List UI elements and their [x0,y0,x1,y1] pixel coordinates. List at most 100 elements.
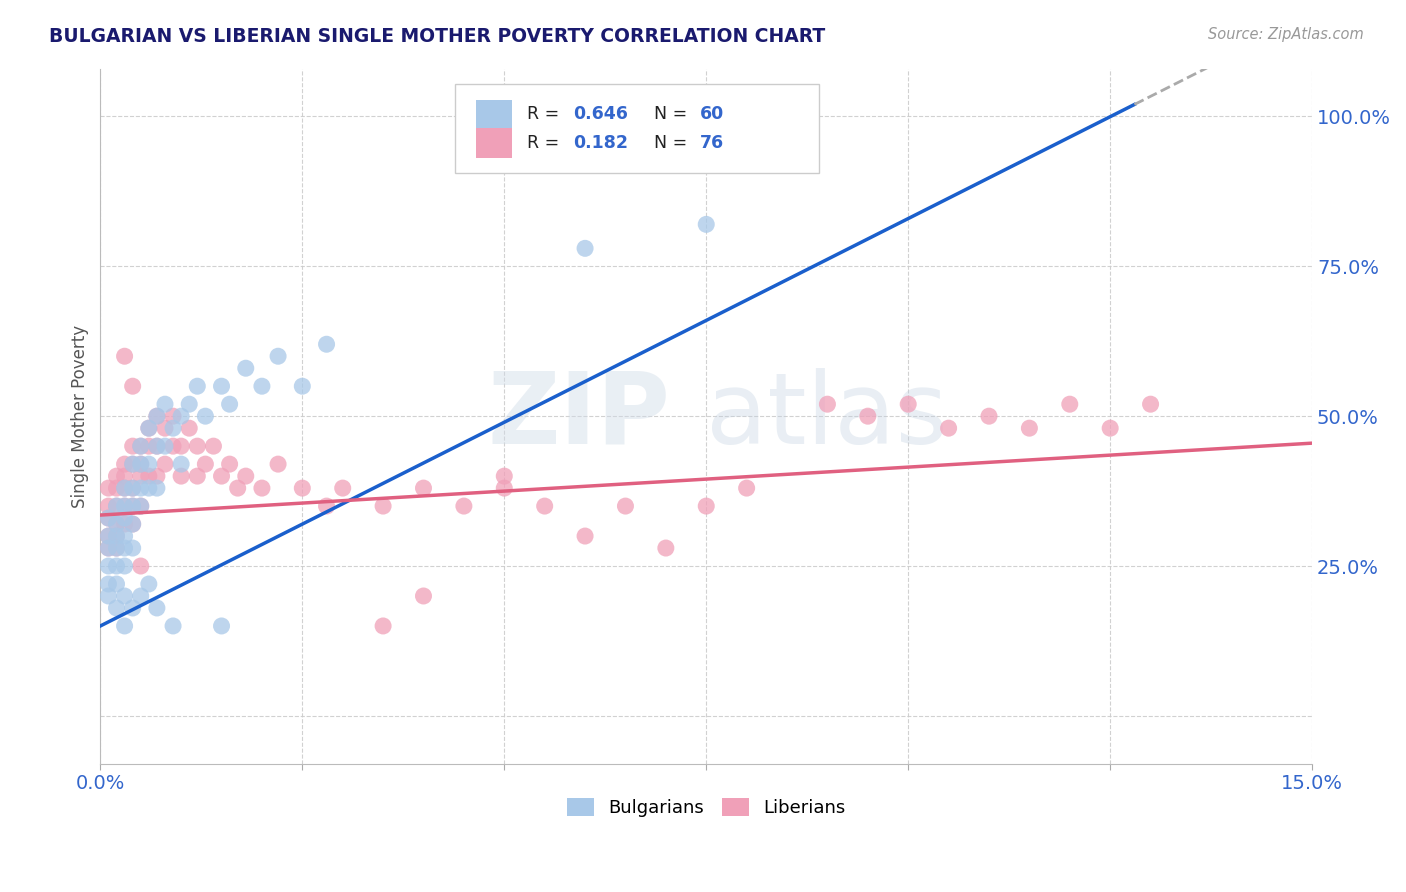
Text: ZIP: ZIP [486,368,669,465]
Point [97,511,120,525]
Point [412,481,434,495]
Point [114,619,136,633]
Point [114,457,136,471]
Point [371,619,394,633]
Point [179,397,201,411]
Point [574,529,596,543]
Point [105,481,128,495]
Point [105,541,128,555]
Point [153,457,176,471]
Point [146,409,169,424]
Point [129,439,152,453]
Point [129,559,152,574]
Text: R =: R = [527,134,565,152]
Point [371,499,394,513]
Point [121,481,143,495]
Point [105,469,128,483]
Point [97,541,120,555]
Point [938,421,960,435]
Point [291,379,314,393]
Point [121,517,143,532]
Text: Source: ZipAtlas.com: Source: ZipAtlas.com [1208,27,1364,42]
Point [105,499,128,513]
Point [494,481,516,495]
Point [97,529,120,543]
Point [1059,397,1081,411]
Point [129,439,152,453]
Point [146,601,169,615]
Text: 0.646: 0.646 [574,105,628,123]
Point [114,499,136,513]
Point [695,499,717,513]
Point [105,529,128,543]
Point [146,409,169,424]
Point [114,529,136,543]
Point [655,541,678,555]
Point [1139,397,1161,411]
Point [121,457,143,471]
Point [105,601,128,615]
Point [129,481,152,495]
Text: 60: 60 [700,105,724,123]
Text: N =: N = [654,105,693,123]
Point [315,499,337,513]
FancyBboxPatch shape [456,84,818,173]
Point [170,409,193,424]
Point [105,529,128,543]
Point [114,481,136,495]
Point [97,577,120,591]
Text: N =: N = [654,134,693,152]
Point [114,481,136,495]
Point [170,457,193,471]
Point [146,481,169,495]
Text: atlas: atlas [706,368,948,465]
Point [655,139,678,153]
Point [114,511,136,525]
Point [250,379,273,393]
Point [1018,421,1040,435]
Point [121,601,143,615]
Point [194,457,217,471]
Point [162,619,184,633]
Point [1099,421,1122,435]
Point [186,379,208,393]
Point [97,589,120,603]
FancyBboxPatch shape [477,100,512,129]
Point [533,499,555,513]
Point [211,469,233,483]
Point [114,589,136,603]
Point [114,499,136,513]
Text: 76: 76 [700,134,724,152]
Point [897,397,920,411]
Point [315,337,337,351]
Point [291,481,314,495]
Point [121,379,143,393]
Point [267,457,290,471]
Point [211,619,233,633]
Point [453,499,475,513]
Point [105,517,128,532]
Point [129,457,152,471]
Point [186,469,208,483]
Point [121,541,143,555]
Point [153,397,176,411]
Point [105,499,128,513]
Point [138,439,160,453]
Point [129,469,152,483]
Point [267,349,290,363]
Point [179,421,201,435]
Point [146,439,169,453]
Point [138,421,160,435]
Point [977,409,1000,424]
Point [218,397,240,411]
Point [153,439,176,453]
Point [138,457,160,471]
Y-axis label: Single Mother Poverty: Single Mother Poverty [72,325,89,508]
Point [695,218,717,232]
Text: 0.182: 0.182 [574,134,628,152]
Point [105,577,128,591]
Point [211,379,233,393]
Point [121,517,143,532]
Point [121,499,143,513]
Point [114,517,136,532]
